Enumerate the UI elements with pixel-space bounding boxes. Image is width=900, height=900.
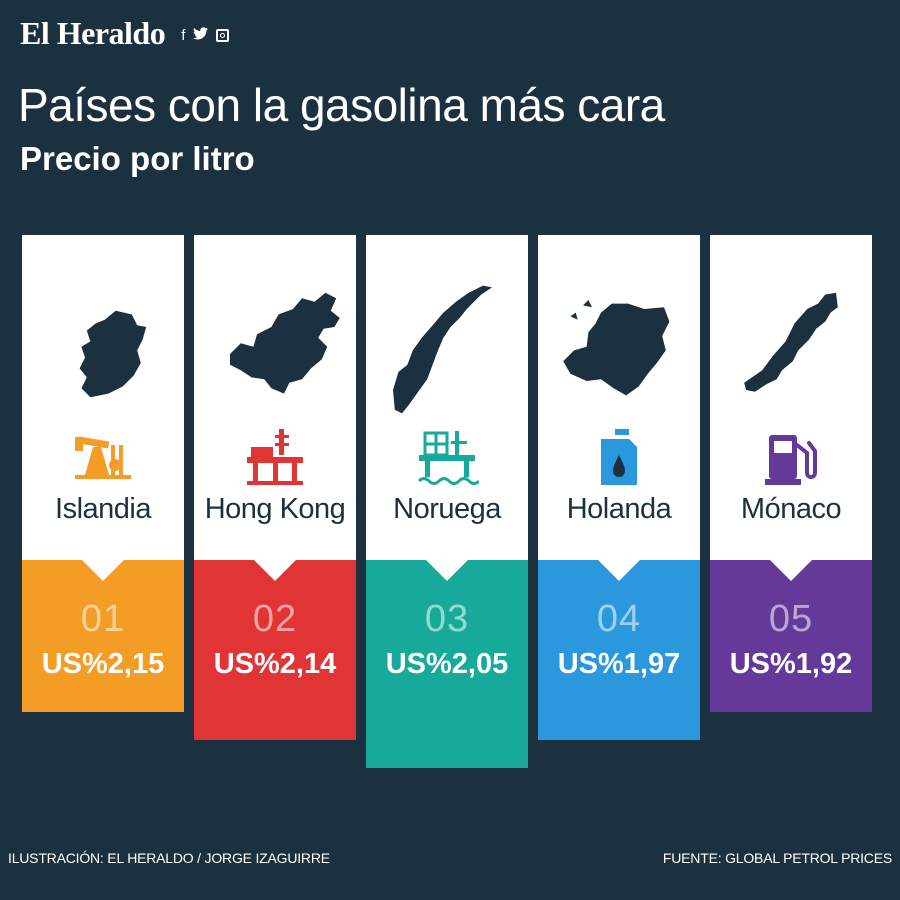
- country-card: Islandia 01 US%2,15: [22, 235, 184, 712]
- data-source: FUENTE: GLOBAL PETROL PRICES: [662, 850, 892, 866]
- offshore-rig-icon: [417, 431, 479, 485]
- country-label: Noruega: [393, 493, 501, 525]
- card-top: Mónaco: [710, 235, 872, 560]
- oil-platform-icon: [247, 429, 303, 485]
- rank-number: 05: [768, 598, 814, 640]
- twitter-icon[interactable]: [193, 27, 209, 43]
- country-card: Holanda 04 US%1,97: [538, 235, 700, 740]
- ireland-map: [79, 310, 147, 398]
- card-top: Islandia: [22, 235, 184, 560]
- rank-bar: 04 US%1,97: [538, 559, 700, 740]
- chart-subtitle: Precio por litro: [20, 140, 255, 177]
- price-label: US%1,92: [729, 648, 853, 680]
- rank-bar: 02 US%2,14: [194, 559, 356, 740]
- facebook-icon[interactable]: f: [181, 26, 186, 44]
- country-label: Holanda: [566, 493, 672, 525]
- gas-pump-icon: [765, 435, 817, 485]
- instagram-icon[interactable]: [216, 28, 230, 42]
- card-top: Noruega: [366, 235, 528, 560]
- header: El Heraldo f: [20, 10, 230, 56]
- social-links: f: [181, 26, 230, 44]
- monaco-map: [744, 292, 838, 392]
- china-map: [230, 292, 340, 394]
- rank-number: 03: [424, 598, 470, 640]
- country-label: Hong Kong: [204, 493, 346, 525]
- rank-number: 02: [252, 598, 298, 640]
- country-card: Mónaco 05 US%1,92: [710, 235, 872, 712]
- fuel-can-icon: [601, 429, 637, 485]
- rank-bar: 05 US%1,92: [710, 559, 872, 712]
- rank-bar: 01 US%2,15: [22, 559, 184, 712]
- chart-title: Países con la gasolina más cara: [18, 79, 665, 131]
- norway-map: [393, 285, 492, 414]
- price-label: US%1,97: [557, 648, 681, 680]
- oil-pumpjack-icon: [75, 436, 131, 479]
- price-label: US%2,15: [41, 648, 165, 680]
- netherlands-map: [563, 300, 670, 396]
- price-label: US%2,05: [385, 648, 509, 680]
- rank-number: 01: [80, 598, 126, 640]
- card-top: Hong Kong: [194, 235, 356, 560]
- rank-bar: 03 US%2,05: [366, 559, 528, 768]
- rank-number: 04: [596, 598, 642, 640]
- illustration-credit: ILUSTRACIÓN: EL HERALDO / JORGE IZAGUIRR…: [8, 850, 330, 866]
- card-top: Holanda: [538, 235, 700, 560]
- brand-logo: El Heraldo: [20, 14, 166, 51]
- country-card: Noruega 03 US%2,05: [366, 235, 528, 768]
- price-label: US%2,14: [213, 648, 337, 680]
- country-label: Islandia: [55, 493, 151, 525]
- country-card: Hong Kong 02 US%2,14: [194, 235, 356, 740]
- country-label: Mónaco: [740, 493, 842, 525]
